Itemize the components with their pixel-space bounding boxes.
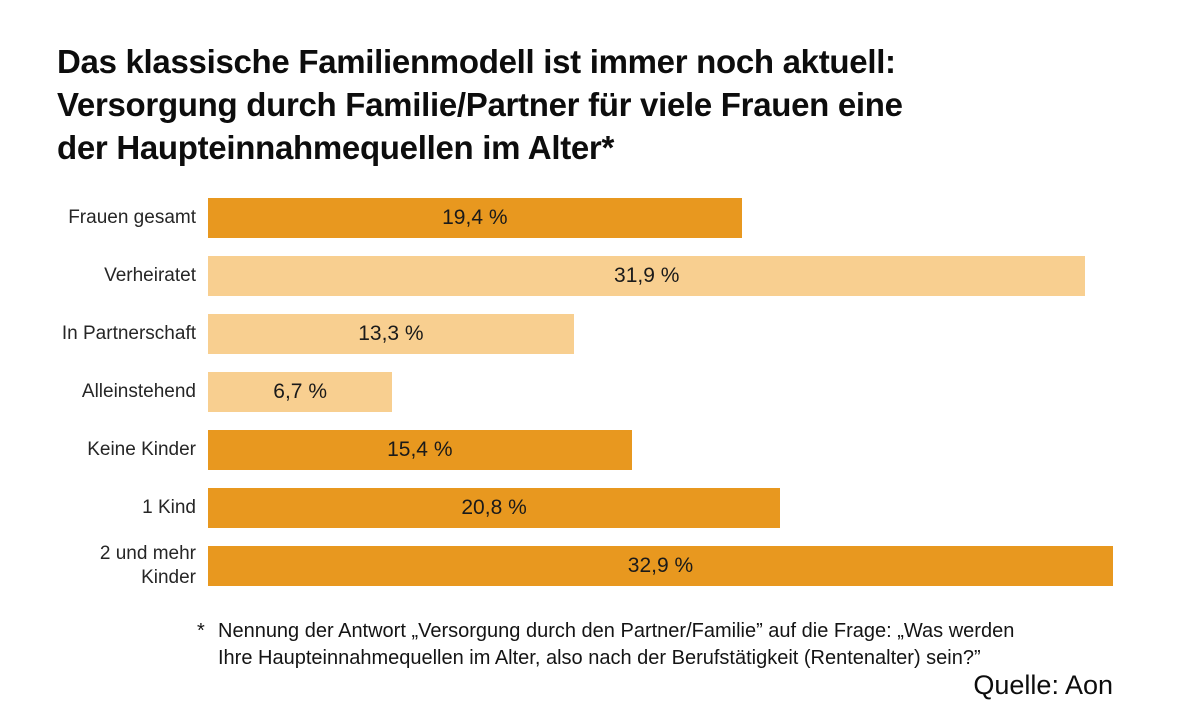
bar: 32,9 %	[208, 546, 1113, 586]
bar-value-label: 13,3 %	[358, 322, 424, 345]
bar-track: 6,7 %	[208, 372, 1113, 412]
bar-track: 15,4 %	[208, 430, 1113, 470]
bar-row: 1 Kind 20,8 %	[0, 488, 1200, 528]
bar-value-label: 6,7 %	[273, 380, 327, 403]
footnote-text: Nennung der Antwort „Versorgung durch de…	[218, 618, 1014, 672]
category-label: Alleinstehend	[81, 381, 196, 402]
footnote-line: Ihre Haupteinnahmequellen im Alter, also…	[218, 647, 981, 669]
category-label: 1 Kind	[142, 497, 196, 518]
category-label: Frauen gesamt	[68, 207, 196, 228]
chart-title: Das klassische Familienmodell ist immer …	[57, 40, 903, 169]
bar-value-label: 20,8 %	[461, 496, 527, 519]
bar-row: 2 und mehr Kinder 32,9 %	[0, 543, 1200, 588]
bar-value-label: 32,9 %	[627, 554, 694, 577]
chart-title-line: Versorgung durch Familie/Partner für vie…	[57, 86, 903, 123]
bar-track: 31,9 %	[208, 256, 1113, 296]
bar-track: 20,8 %	[208, 488, 1113, 528]
bar-row: Keine Kinder 15,4 %	[0, 430, 1200, 470]
category-label: Keine Kinder	[87, 439, 196, 460]
bar-row: Alleinstehend 6,7 %	[0, 372, 1200, 412]
category-label: 2 und mehr Kinder	[99, 543, 196, 588]
bar-value-label: 19,4 %	[442, 206, 508, 229]
footnote-line: Nennung der Antwort „Versorgung durch de…	[218, 620, 1015, 642]
bar: 15,4 %	[208, 430, 632, 470]
bar: 31,9 %	[208, 256, 1086, 296]
bar: 19,4 %	[208, 198, 742, 238]
category-label: In Partnerschaft	[61, 323, 196, 344]
bar: 20,8 %	[208, 488, 781, 528]
source-label: Quelle: Aon	[973, 670, 1113, 700]
bar-row: Frauen gesamt 19,4 %	[0, 198, 1200, 238]
bar: 13,3 %	[208, 314, 574, 354]
bar-track: 32,9 %	[208, 546, 1113, 586]
bar-track: 19,4 %	[208, 198, 1113, 238]
bar-track: 13,3 %	[208, 314, 1113, 354]
category-label: Verheiratet	[104, 265, 196, 286]
bar-row: Verheiratet 31,9 %	[0, 256, 1200, 296]
chart-title-line: der Haupteinnahmequellen im Alter*	[57, 129, 615, 166]
footnote-marker: *	[197, 620, 205, 642]
footnote: * Nennung der Antwort „Versorgung durch …	[197, 618, 1014, 672]
bar-row: In Partnerschaft 13,3 %	[0, 314, 1200, 354]
bar-chart: Frauen gesamt 19,4 % Verheiratet 31,9 % …	[0, 198, 1200, 604]
bar-value-label: 15,4 %	[387, 438, 453, 461]
bar-value-label: 31,9 %	[614, 264, 680, 287]
chart-title-line: Das klassische Familienmodell ist immer …	[57, 43, 896, 80]
bar: 6,7 %	[208, 372, 393, 412]
